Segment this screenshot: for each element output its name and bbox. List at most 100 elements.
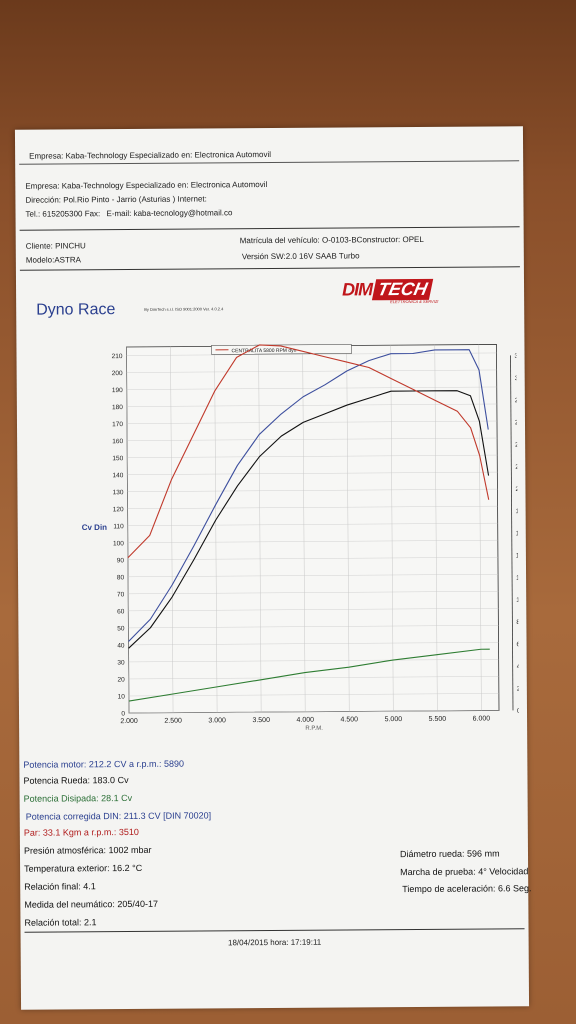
result-neumatico: Medida del neumático: 205/40-17 <box>24 898 158 910</box>
grid-line-y <box>128 693 499 697</box>
y2-tick-label: 18 <box>516 508 520 515</box>
grid-line-y <box>126 386 497 390</box>
grid-line-y <box>128 642 499 646</box>
y-tick-label: 80 <box>117 574 125 581</box>
grid-line-y <box>127 505 498 509</box>
client-model: Modelo:ASTRA <box>25 255 82 265</box>
y-tick-label: 160 <box>112 438 123 445</box>
dimtech-logo: DIM TECH ELETTRONICA & SERVIZI <box>341 278 462 306</box>
result-potencia-corregida: Potencia corregida DIN: 211.3 CV [DIN 70… <box>25 810 212 822</box>
grid-line-y <box>127 488 498 492</box>
grid-line-y <box>126 352 497 356</box>
client-name: Cliente: PINCHU <box>25 241 86 251</box>
vehicle-plate: Matrícula del vehículo: O-0103-BConstruc… <box>239 234 424 246</box>
series-par-line <box>127 344 490 559</box>
y-tick-label: 70 <box>117 591 125 598</box>
y2-tick-label: 14 <box>516 552 519 559</box>
footer-divider <box>24 928 525 933</box>
software-version: Versión SW:2.0 16V SAAB Turbo <box>241 251 360 262</box>
grid-line-y <box>127 471 498 475</box>
result-potencia-rueda: Potencia Rueda: 183.0 Cv <box>23 775 129 786</box>
y-tick-label: 210 <box>112 353 123 360</box>
series-potencia-disipada-line <box>128 648 490 702</box>
y-tick-label: 60 <box>117 608 125 615</box>
grid-line-y <box>128 574 499 578</box>
grid-line-x <box>170 346 174 713</box>
y-tick-label: 50 <box>117 625 125 632</box>
result-tiempo: Tiempo de aceleración: 6.6 Seg. <box>402 883 532 895</box>
x-tick-label: 3.000 <box>208 717 226 724</box>
y-tick-label: 200 <box>112 370 123 377</box>
y2-tick-label: 12 <box>516 575 519 582</box>
y-tick-label: 180 <box>112 404 123 411</box>
y2-tick-label: 10 <box>516 597 519 604</box>
y-tick-label: 110 <box>113 523 124 530</box>
y2-tick-label: 32 <box>515 353 520 360</box>
x-tick-label: 5.500 <box>429 716 447 723</box>
y2-tick-label: 0 <box>517 708 519 715</box>
report-title: Dyno Race <box>36 301 116 319</box>
client-box-top <box>19 226 520 231</box>
grid-line-x <box>434 344 438 711</box>
grid-line-y <box>127 454 498 458</box>
y-tick-label: 120 <box>113 506 124 513</box>
plot-area <box>126 344 500 714</box>
y-tick-label: 90 <box>117 557 125 564</box>
logo-subtitle: ELETTRONICA & SERVIZI <box>390 298 439 305</box>
address-line: Dirección: Pol.Rio Pinto - Jarrio (Astur… <box>25 194 207 205</box>
x-tick-label: 4.000 <box>296 717 314 724</box>
y-tick-label: 150 <box>112 455 123 462</box>
y-tick-label: 40 <box>117 642 125 649</box>
y2-tick-label: 16 <box>516 530 520 537</box>
y-tick-label: 0 <box>121 711 125 718</box>
y-tick-label: 130 <box>113 489 124 496</box>
y-tick-label: 30 <box>117 659 125 666</box>
header-divider <box>19 160 520 165</box>
x-tick-label: 3.500 <box>252 717 270 724</box>
result-diametro: Diámetro rueda: 596 mm <box>399 848 500 860</box>
logo-main-text: DIM <box>341 279 373 300</box>
y2-tick-label: 22 <box>515 464 519 471</box>
report-subtitle: By DimTech s.r.l. ISO 9001:2000 Ver. 4.0… <box>144 306 224 312</box>
phone-text: Tel.: 615205300 Fax: <box>25 209 101 219</box>
grid-line-y <box>126 369 497 373</box>
y2-tick-label: 26 <box>515 419 519 426</box>
y2-tick-label: 6 <box>517 641 520 648</box>
y-tick-label: 10 <box>118 694 126 701</box>
grid-line-y <box>126 420 497 424</box>
grid-line-x <box>258 346 262 713</box>
grid-line-x <box>214 346 218 713</box>
legend-entry: CENTRALITA 5800 RPM dyn <box>231 348 296 354</box>
report-datetime: 18/04/2015 hora: 17:19:11 <box>227 937 322 948</box>
grid-line-y <box>127 539 498 543</box>
x-tick-label: 5.000 <box>385 716 403 723</box>
email-text: E-mail: kaba-tecnology@hotmail.co <box>106 208 233 219</box>
y2-tick-label: 30 <box>515 375 520 382</box>
dyno-chart: 2.000 2.500 3.000 3.500 4.000 4.500 5.000 5.500… <box>82 344 520 732</box>
x-axis-label: R.P.M. <box>305 726 323 732</box>
grid-line-y <box>126 403 497 407</box>
logo-tail-text: TECH <box>371 278 434 301</box>
phone-line: Tel.: 615205300 Fax: E-mail: kaba-tecnol… <box>25 208 232 218</box>
grid-line-y <box>128 659 499 663</box>
grid-line-y <box>128 591 499 595</box>
result-relacion-total: Relación total: 2.1 <box>24 917 97 928</box>
dyno-report-sheet: Empresa: Kaba-Technology Especializado e… <box>14 126 532 1010</box>
result-potencia-motor: Potencia motor: 212.2 CV a r.p.m.: 5890 <box>23 758 184 770</box>
grid-line-x <box>346 345 350 712</box>
y2-tick-label: 28 <box>515 397 519 404</box>
x-tick-label: 4.500 <box>341 716 359 723</box>
y2-tick-label: 2 <box>517 686 519 693</box>
y-tick-label: 100 <box>113 540 124 547</box>
y-tick-label: 170 <box>112 421 123 428</box>
result-potencia-disipada: Potencia Disipada: 28.1 Cv <box>23 792 133 804</box>
y2-tick-label: 4 <box>517 663 520 670</box>
grid-line-y <box>127 522 498 526</box>
y-tick-label: 20 <box>118 676 126 683</box>
grid-line-x <box>390 345 394 712</box>
grid-line-y <box>127 557 498 560</box>
y2-tick-label: 8 <box>516 619 519 626</box>
grid-line-y <box>128 625 499 629</box>
y2-tick-label: 20 <box>515 486 519 493</box>
series-potencia-motor-line <box>128 349 489 642</box>
